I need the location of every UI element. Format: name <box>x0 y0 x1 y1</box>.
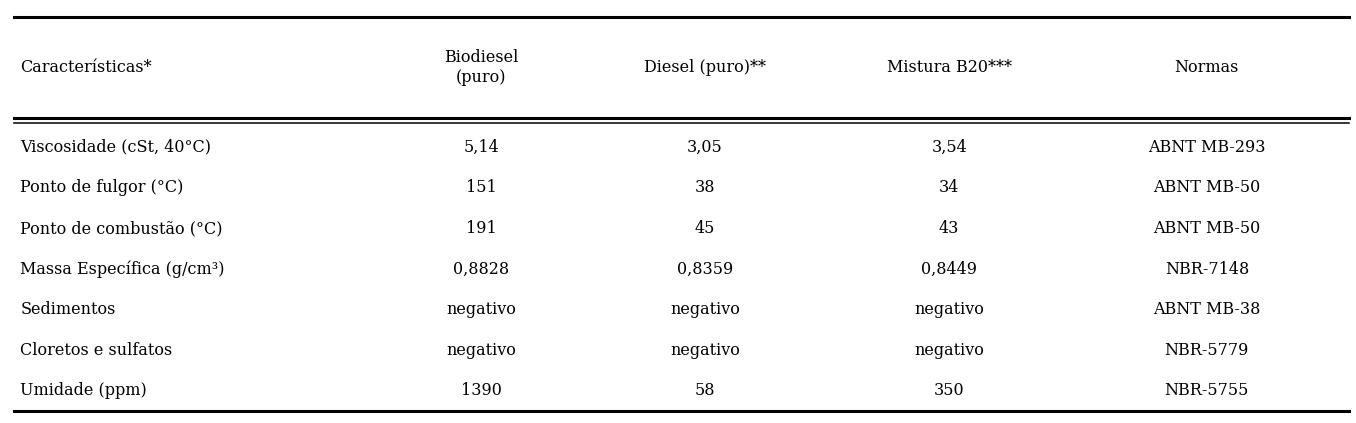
Text: NBR-7148: NBR-7148 <box>1165 261 1249 277</box>
Text: NBR-5755: NBR-5755 <box>1165 382 1249 399</box>
Text: Ponto de combustão (°C): Ponto de combustão (°C) <box>20 220 222 237</box>
Text: 350: 350 <box>934 382 964 399</box>
Text: Viscosidade (cSt, 40°C): Viscosidade (cSt, 40°C) <box>20 139 212 156</box>
Text: ABNT MB-293: ABNT MB-293 <box>1149 139 1265 156</box>
Text: 191: 191 <box>466 220 496 237</box>
Text: 0,8359: 0,8359 <box>677 261 734 277</box>
Text: ABNT MB-50: ABNT MB-50 <box>1153 220 1261 237</box>
Text: Mistura B20***: Mistura B20*** <box>887 59 1012 76</box>
Text: 151: 151 <box>466 179 496 196</box>
Text: 0,8449: 0,8449 <box>921 261 978 277</box>
Text: Ponto de fulgor (°C): Ponto de fulgor (°C) <box>20 179 183 196</box>
Text: negativo: negativo <box>914 301 984 318</box>
Text: Características*: Características* <box>20 59 152 76</box>
Text: Biodiesel
(puro): Biodiesel (puro) <box>445 49 518 86</box>
Text: Cloretos e sulfatos: Cloretos e sulfatos <box>20 342 172 359</box>
Text: negativo: negativo <box>446 342 517 359</box>
Text: ABNT MB-50: ABNT MB-50 <box>1153 179 1261 196</box>
Text: negativo: negativo <box>670 342 740 359</box>
Text: 43: 43 <box>938 220 960 237</box>
Text: 0,8828: 0,8828 <box>453 261 510 277</box>
Text: 45: 45 <box>694 220 716 237</box>
Text: Umidade (ppm): Umidade (ppm) <box>20 382 146 399</box>
Text: negativo: negativo <box>446 301 517 318</box>
Text: 3,05: 3,05 <box>687 139 723 156</box>
Text: Sedimentos: Sedimentos <box>20 301 115 318</box>
Text: 38: 38 <box>694 179 716 196</box>
Text: 5,14: 5,14 <box>464 139 499 156</box>
Text: Diesel (puro)**: Diesel (puro)** <box>644 59 766 76</box>
Text: negativo: negativo <box>914 342 984 359</box>
Text: ABNT MB-38: ABNT MB-38 <box>1153 301 1261 318</box>
Text: Normas: Normas <box>1174 59 1239 76</box>
Text: 1390: 1390 <box>461 382 502 399</box>
Text: 3,54: 3,54 <box>932 139 967 156</box>
Text: NBR-5779: NBR-5779 <box>1165 342 1249 359</box>
Text: 58: 58 <box>694 382 716 399</box>
Text: negativo: negativo <box>670 301 740 318</box>
Text: Massa Específica (g/cm³): Massa Específica (g/cm³) <box>20 260 225 278</box>
Text: 34: 34 <box>938 179 960 196</box>
